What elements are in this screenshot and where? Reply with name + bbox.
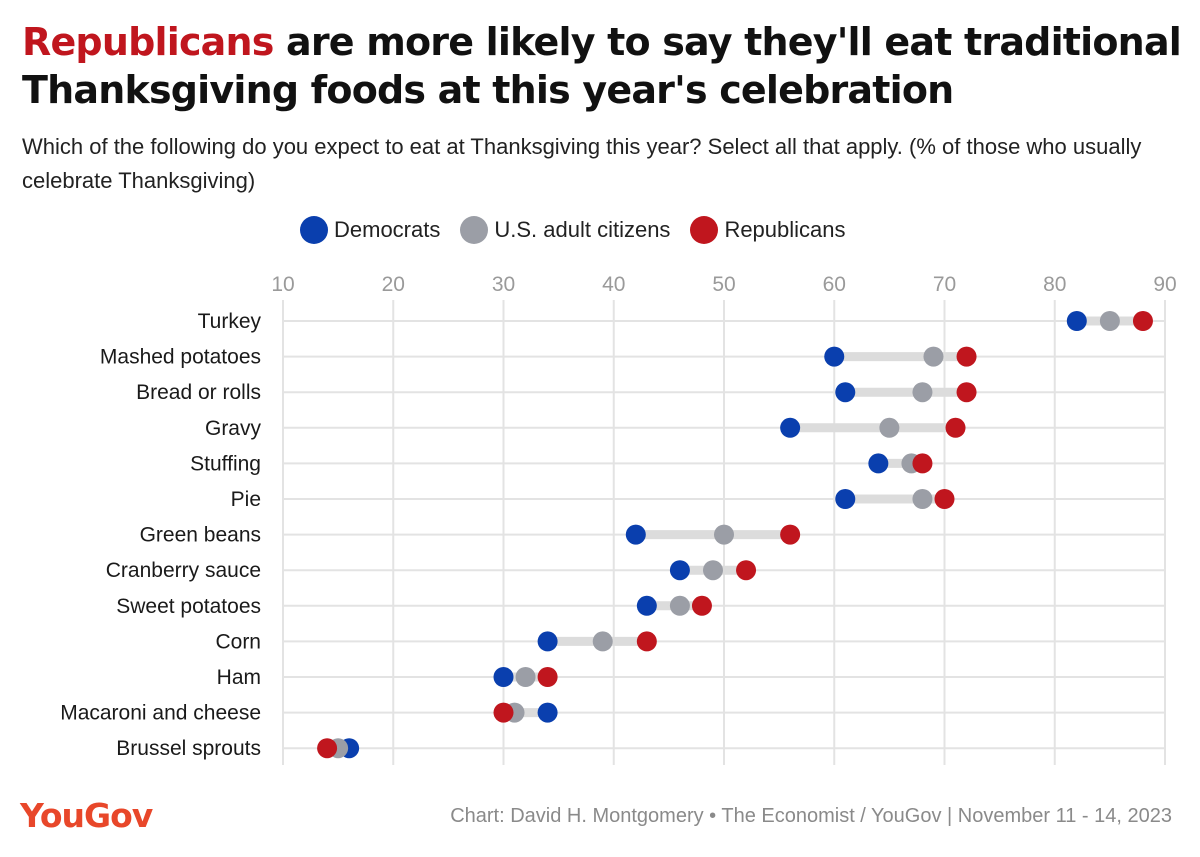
dot-republicans-pie: [934, 489, 955, 509]
legend-item-republicans: Republicans: [690, 216, 846, 244]
dot-democrats-ham: [493, 667, 514, 687]
legend-item-democrats: Democrats: [300, 216, 440, 244]
dot-republicans-bread-or-rolls: [956, 382, 977, 403]
dot-republicans-ham: [537, 667, 558, 687]
dot-democrats-stuffing: [868, 453, 889, 474]
dot-democrats-corn: [537, 631, 558, 652]
source-note: Chart: David H. Montgomery • The Economi…: [450, 805, 1172, 827]
title-accent: Republicans: [22, 20, 274, 64]
dot-republicans-cranberry-sauce: [736, 560, 757, 581]
x-tick-label-30: 30: [492, 273, 515, 296]
legend-label-adults: U.S. adult citizens: [494, 217, 671, 242]
dot-republicans-macaroni-and-cheese: [493, 702, 514, 723]
legend: Democrats U.S. adult citizens Republican…: [300, 216, 866, 244]
category-label-ham: Ham: [217, 666, 261, 689]
x-tick-label-80: 80: [1043, 273, 1066, 296]
dot-democrats-sweet-potatoes: [636, 595, 657, 616]
title-rest: are more likely to say they'll eat tradi…: [22, 20, 1182, 112]
dot-republicans-turkey: [1132, 311, 1153, 331]
x-tick-label-60: 60: [823, 273, 846, 296]
legend-label-republicans: Republicans: [724, 217, 846, 242]
category-label-mashed-potatoes: Mashed potatoes: [100, 346, 261, 369]
dot-democrats-macaroni-and-cheese: [537, 702, 558, 723]
x-tick-label-40: 40: [602, 273, 625, 296]
dot-plot: 10 20 30 40 50 60 70 80 90 Turkey Mashed potatoes B…: [60, 273, 1177, 765]
yougov-logo: YouGov: [20, 796, 153, 835]
x-tick-label-70: 70: [933, 273, 956, 296]
dot-republicans-brussel-sprouts: [317, 738, 338, 759]
dot-republicans-stuffing: [912, 453, 933, 474]
dot-democrats-gravy: [780, 417, 801, 438]
dot-u-s-adult-citizens-sweet-potatoes: [669, 595, 690, 616]
category-label-pie: Pie: [231, 488, 261, 511]
category-label-corn: Corn: [215, 630, 261, 653]
category-label-bread-or-rolls: Bread or rolls: [136, 381, 261, 404]
legend-item-adults: U.S. adult citizens: [460, 216, 670, 244]
legend-swatch-democrats: [300, 216, 328, 244]
legend-swatch-adults: [460, 216, 489, 244]
category-label-sweet-potatoes: Sweet potatoes: [116, 595, 261, 618]
category-label-green-beans: Green beans: [140, 524, 261, 547]
dot-u-s-adult-citizens-mashed-potatoes: [923, 346, 944, 367]
chart-title: Republicans are more likely to say they'…: [22, 18, 1182, 114]
x-tick-label-50: 50: [712, 273, 735, 296]
dot-republicans-corn: [636, 631, 657, 652]
dot-democrats-cranberry-sauce: [669, 560, 690, 581]
dot-u-s-adult-citizens-green-beans: [714, 524, 734, 545]
dot-democrats-green-beans: [625, 524, 646, 545]
dot-republicans-gravy: [945, 417, 966, 438]
dot-u-s-adult-citizens-cranberry-sauce: [702, 560, 723, 581]
category-label-brussel-sprouts: Brussel sprouts: [116, 737, 261, 760]
dot-republicans-green-beans: [780, 524, 801, 545]
category-label-gravy: Gravy: [205, 417, 262, 440]
dot-democrats-pie: [835, 489, 856, 509]
dot-u-s-adult-citizens-corn: [592, 631, 613, 652]
dot-u-s-adult-citizens-pie: [912, 489, 933, 509]
dot-democrats-mashed-potatoes: [824, 346, 845, 367]
x-tick-label-90: 90: [1153, 273, 1176, 296]
chart-subtitle: Which of the following do you expect to …: [22, 134, 1142, 193]
legend-swatch-republicans: [690, 216, 719, 244]
dot-u-s-adult-citizens-gravy: [879, 417, 900, 438]
dot-republicans-mashed-potatoes: [956, 346, 977, 367]
category-label-stuffing: Stuffing: [190, 452, 261, 475]
x-tick-label-10: 10: [271, 273, 294, 296]
legend-label-democrats: Democrats: [334, 217, 441, 242]
category-label-cranberry-sauce: Cranberry sauce: [106, 559, 261, 582]
dot-democrats-turkey: [1066, 311, 1087, 331]
category-label-turkey: Turkey: [198, 310, 262, 333]
dot-democrats-bread-or-rolls: [835, 382, 856, 403]
dot-u-s-adult-citizens-bread-or-rolls: [912, 382, 933, 403]
category-label-macaroni-and-cheese: Macaroni and cheese: [60, 702, 261, 725]
x-tick-label-20: 20: [382, 273, 405, 296]
dot-republicans-sweet-potatoes: [691, 595, 712, 616]
dot-u-s-adult-citizens-ham: [515, 667, 536, 687]
dot-u-s-adult-citizens-turkey: [1099, 311, 1120, 331]
